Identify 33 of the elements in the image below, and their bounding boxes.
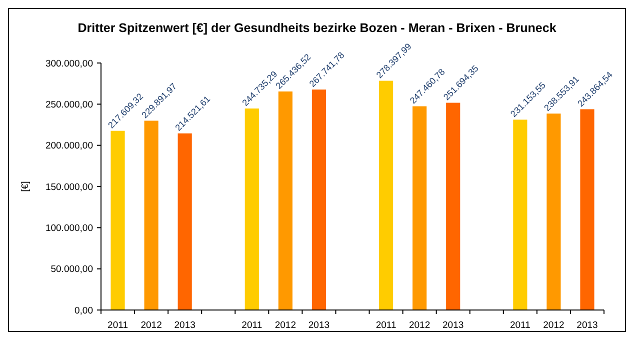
x-tick-label: 2013 <box>174 320 196 331</box>
y-tick-label: 200.000,00 <box>45 140 93 152</box>
y-tick-label: 50.000,00 <box>50 264 93 276</box>
x-tick-label: 2013 <box>308 320 330 331</box>
bar <box>446 102 460 310</box>
x-tick-label: 2013 <box>576 320 598 331</box>
x-tick-label: 2012 <box>543 320 564 331</box>
bar <box>144 120 158 310</box>
x-tick-label: 2012 <box>408 320 430 331</box>
y-tick-label: 0,00 <box>74 305 93 316</box>
y-tick-label: 250.000,00 <box>45 99 93 110</box>
bar <box>110 130 125 310</box>
x-tick-label: 2012 <box>140 320 162 331</box>
y-tick-label: 100.000,00 <box>45 222 93 234</box>
chart-title: Dritter Spitzenwert [€] der Gesundheits bezirke Bozen - Meran - Brixen - Bruneck <box>78 21 556 35</box>
x-tick-label: 2011 <box>510 320 530 331</box>
bar <box>312 90 326 310</box>
y-tick-label: 300.000,00 <box>45 58 93 70</box>
x-tick-label: 2011 <box>376 320 396 331</box>
bar <box>580 109 594 310</box>
x-tick-label: 2013 <box>442 320 464 331</box>
y-tick-label: 150.000,00 <box>45 182 93 193</box>
bar <box>178 133 192 310</box>
bar <box>278 91 292 310</box>
bar <box>244 108 259 310</box>
x-tick-label: 2011 <box>108 320 128 331</box>
bar <box>378 80 394 310</box>
bar <box>412 106 427 310</box>
bar <box>546 114 561 310</box>
x-tick-label: 2011 <box>242 320 262 331</box>
x-tick-label: 2012 <box>274 320 296 331</box>
y-axis-title: [€] <box>20 181 31 192</box>
bar <box>513 120 528 310</box>
